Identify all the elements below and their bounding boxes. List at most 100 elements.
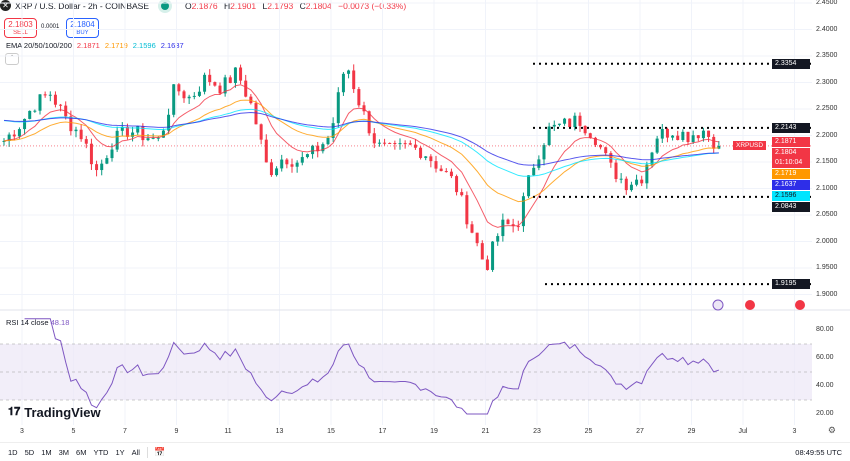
candle-body <box>110 149 114 159</box>
time-tick: 15 <box>327 428 335 435</box>
time-tick: 29 <box>687 428 696 435</box>
candle-body <box>311 145 315 155</box>
rsi-axis[interactable]: 80.00 60.00 40.00 20.00 <box>812 310 850 422</box>
candle-body <box>43 94 47 96</box>
price-tick: 2.2000 <box>816 131 838 139</box>
range-button-all[interactable]: All <box>131 447 140 457</box>
tradingview-logo[interactable]: 𝟏𝟕 TradingView <box>8 405 101 420</box>
candle-body <box>208 74 212 83</box>
candle-body <box>33 110 37 112</box>
range-button-1y[interactable]: 1Y <box>115 447 125 457</box>
candle-body <box>686 131 690 143</box>
price-tick: 2.3500 <box>816 52 838 59</box>
candle-body <box>537 159 541 168</box>
candle-body <box>156 137 160 139</box>
time-axis[interactable]: 3 5 7 9 11 13 15 17 19 21 23 25 27 29 Jul 3 <box>0 425 812 439</box>
candle-body <box>336 92 340 124</box>
range-button-ytd[interactable]: YTD <box>93 447 109 457</box>
ema200-label: 2.1637 <box>772 180 810 191</box>
candle-body <box>465 195 469 225</box>
time-tick: 27 <box>636 428 644 435</box>
time-tick: 25 <box>584 428 593 435</box>
time-tick: 17 <box>378 428 387 435</box>
candle-body <box>434 161 438 169</box>
candle-body <box>89 143 93 165</box>
goto-date-icon[interactable]: 📅 <box>146 446 165 458</box>
ema-20-line <box>3 84 719 228</box>
level-label: 2.2143 <box>772 122 810 133</box>
ohlc-values: O2.1876 H2.1901 L2.1793 C2.1804 −0.0073 … <box>185 0 407 11</box>
candle-body <box>408 143 412 145</box>
candle-body <box>7 134 11 141</box>
candle-body <box>269 162 273 176</box>
candle-body <box>167 114 171 131</box>
candle-body <box>635 179 639 185</box>
candle-body <box>136 126 140 133</box>
candle-body <box>557 123 561 125</box>
candle-body <box>120 126 124 131</box>
symbol-title[interactable]: XRP / U.S. Dollar - 2h - COINBASE <box>15 0 149 11</box>
price-axis[interactable]: 2.4500 2.4000 2.3500 2.3000 2.2500 2.2000 2.15… <box>812 0 850 300</box>
candle-body <box>527 175 531 197</box>
candle-body <box>547 126 551 146</box>
chart-header: ✕ XRP / U.S. Dollar - 2h - COINBASE O2.1… <box>0 0 850 11</box>
candle-body <box>367 111 371 134</box>
candle-body <box>290 164 294 167</box>
rsi-legend[interactable]: RSI 14 close 48.18 <box>6 318 70 327</box>
xrp-logo-icon: ✕ <box>0 0 11 11</box>
candle-body <box>480 243 484 260</box>
range-button-3m[interactable]: 3M <box>58 447 70 457</box>
range-button-1m[interactable]: 1M <box>41 447 52 457</box>
last-text: 2.1804 <box>775 149 797 157</box>
price-tick: 2.4000 <box>816 25 838 33</box>
countdown-text: 01:10:04 <box>775 159 803 167</box>
candle-body <box>470 224 474 233</box>
clock[interactable]: 08:49:55 UTC <box>795 448 842 457</box>
candle-body <box>326 137 330 145</box>
candle-body <box>84 139 88 144</box>
range-button-6m[interactable]: 6M <box>76 447 87 457</box>
candle-body <box>352 70 356 90</box>
candle-body <box>609 153 613 163</box>
candle-body <box>28 110 32 119</box>
ema-legend[interactable]: EMA 20/50/100/200 2.1871 2.1719 2.1596 2.163… <box>6 41 184 50</box>
candle-body <box>449 171 453 177</box>
settings-icon[interactable]: ⚙ <box>827 425 836 435</box>
sell-button[interactable]: 2.1803 SELL <box>4 18 37 38</box>
candle-body <box>393 142 397 144</box>
candle-body <box>542 145 546 160</box>
candle-body <box>280 159 284 169</box>
price-tick: 2.0500 <box>816 211 838 218</box>
collapse-legend-button[interactable]: ⌃ <box>5 53 19 65</box>
candle-body <box>429 156 433 162</box>
rsi-band <box>0 344 812 400</box>
candle-body <box>53 94 57 105</box>
candle-body <box>717 145 721 149</box>
range-button-5d[interactable]: 5D <box>24 447 35 457</box>
time-tick: Jul <box>738 428 748 435</box>
candle-body <box>275 168 279 176</box>
candle-body <box>300 157 304 163</box>
candle-body <box>213 82 217 86</box>
price-chart[interactable] <box>0 0 850 425</box>
candle-body <box>563 118 567 124</box>
candle-body <box>177 84 181 92</box>
candle-body <box>187 96 191 99</box>
candle-body <box>521 196 525 227</box>
candle-body <box>506 219 510 225</box>
time-tick: 3 <box>792 428 797 435</box>
price-tick: 2.1500 <box>816 158 838 165</box>
range-button-1d[interactable]: 1D <box>8 447 18 457</box>
candle-body <box>331 123 335 138</box>
ema50-label: 2.1719 <box>772 169 810 180</box>
candle-body <box>696 135 700 139</box>
price-tick: 2.0000 <box>816 237 838 245</box>
candle-body <box>403 143 407 145</box>
candle-body <box>388 142 392 144</box>
candle-body <box>671 135 675 138</box>
candle-body <box>295 162 299 167</box>
time-tick: 5 <box>71 428 76 435</box>
buy-button[interactable]: 2.1804 BUY <box>66 18 99 38</box>
candle-body <box>681 131 685 141</box>
candle-body <box>218 85 222 94</box>
